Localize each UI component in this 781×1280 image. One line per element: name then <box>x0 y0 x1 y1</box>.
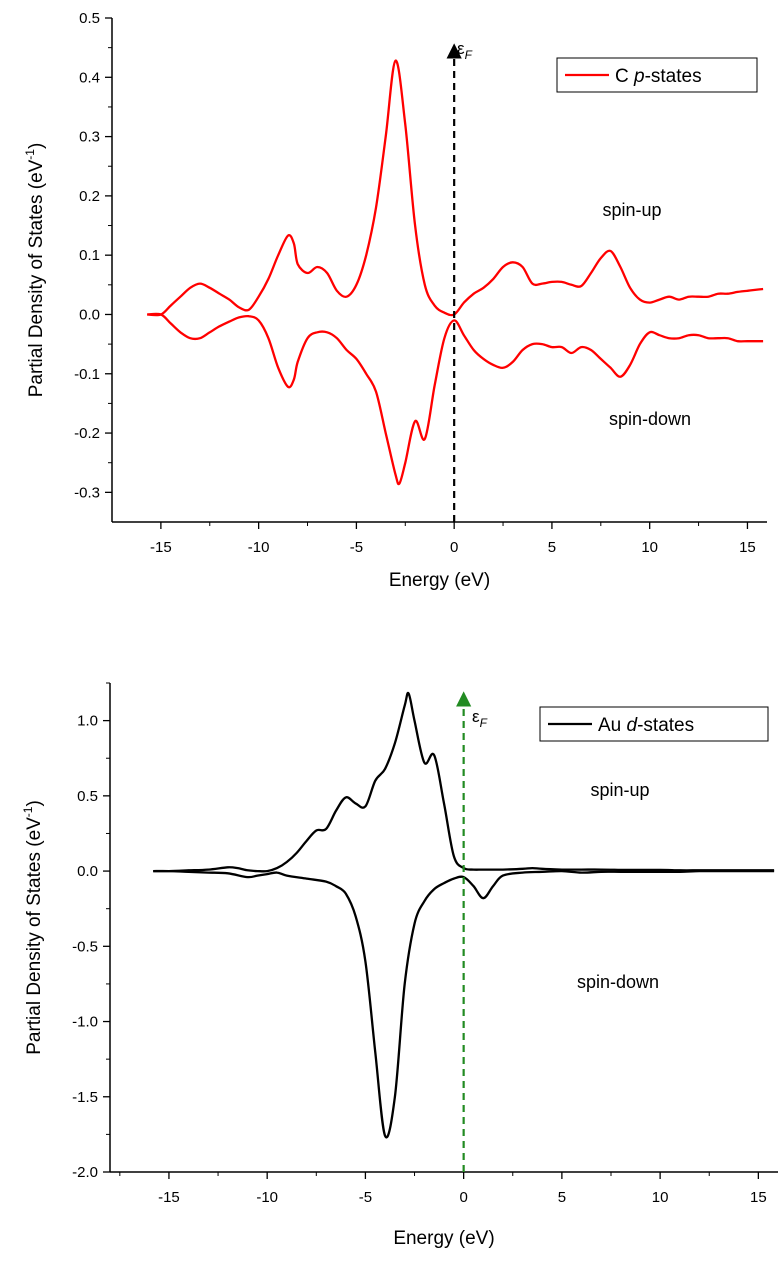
x-tick-label: 5 <box>558 1189 566 1206</box>
y-tick-label: 0.3 <box>79 129 100 146</box>
x-tick-label: -15 <box>150 539 172 556</box>
y-tick-label: -0.5 <box>72 938 98 955</box>
x-tick-label: -10 <box>256 1189 278 1206</box>
fermi-level-label: εF <box>472 707 488 730</box>
legend-prefix: Au <box>598 715 627 736</box>
y-tick-label: -1.5 <box>72 1089 98 1106</box>
x-tick-label: -5 <box>350 539 363 556</box>
x-tick-label: -10 <box>248 539 270 556</box>
x-tick-label: 10 <box>641 539 658 556</box>
spin-down-label: spin-down <box>609 409 691 429</box>
y-axis-label-sup: -1 <box>21 806 35 817</box>
legend-suffix: -states <box>645 66 702 87</box>
au-d-states-chart: -15 -10 -5 0 5 10 15 -2.0 -1.5 -1.0 -0.5 0.0 0.5 1.0 E… <box>21 682 778 1249</box>
y-tick-label: -0.3 <box>74 484 100 501</box>
legend: Au d-states <box>539 706 769 742</box>
y-tick-label: -0.1 <box>74 366 100 383</box>
x-tick-label: -15 <box>158 1189 180 1206</box>
fermi-subscript: F <box>480 716 488 730</box>
fermi-subscript: F <box>465 48 473 62</box>
fermi-level-label: εF <box>457 39 473 62</box>
y-axis-label-main: Partial Density of States (eV <box>24 817 45 1055</box>
spin-up-label: spin-up <box>602 200 661 220</box>
y-axis-label: Partial Density of States (eV-1) <box>23 143 47 398</box>
y-tick-label: -1.0 <box>72 1014 98 1031</box>
y-axis-label-close: ) <box>26 143 47 149</box>
x-axis-label: Energy (eV) <box>393 1228 494 1249</box>
legend-box <box>556 57 758 93</box>
fermi-symbol: ε <box>457 39 465 58</box>
y-tick-label: 0.5 <box>79 10 100 27</box>
y-axis-label-sup: -1 <box>23 149 37 160</box>
y-axis-label-close: ) <box>24 800 45 806</box>
y-tick-label: 0.5 <box>77 788 98 805</box>
legend-prefix: C <box>615 66 634 87</box>
y-tick-label: 0.0 <box>79 306 100 323</box>
y-tick-label: -0.2 <box>74 425 100 442</box>
legend-italic: p <box>633 66 645 87</box>
x-tick-label: 10 <box>652 1189 669 1206</box>
y-tick-label: 1.0 <box>77 713 98 730</box>
x-tick-label: 0 <box>459 1189 467 1206</box>
y-tick-label: -2.0 <box>72 1164 98 1181</box>
spin-up-curve <box>147 59 764 317</box>
y-tick-label: 0.0 <box>77 863 98 880</box>
legend: C p-states <box>556 57 758 93</box>
x-tick-label: 15 <box>739 539 756 556</box>
x-tick-label: 15 <box>750 1189 767 1206</box>
legend-label: C p-states <box>615 66 702 87</box>
x-tick-label: -5 <box>359 1189 372 1206</box>
spin-down-curve <box>153 869 775 1139</box>
legend-label: Au d-states <box>598 715 694 736</box>
spin-down-curve <box>147 312 764 486</box>
c-p-states-chart: -15 -10 -5 0 5 10 15 -0.3 -0.2 -0.1 0.0 0.1 0.2 0.3 0.… <box>23 10 767 591</box>
legend-suffix: -states <box>637 715 694 736</box>
y-tick-label: 0.1 <box>79 247 100 264</box>
x-tick-label: 5 <box>548 539 556 556</box>
spin-up-label: spin-up <box>590 780 649 800</box>
x-tick-label: 0 <box>450 539 458 556</box>
y-tick-label: 0.4 <box>79 69 100 86</box>
spin-down-label: spin-down <box>577 972 659 992</box>
y-tick-label: 0.2 <box>79 188 100 205</box>
y-axis-label: Partial Density of States (eV-1) <box>21 800 45 1055</box>
fermi-symbol: ε <box>472 707 480 726</box>
y-axis-label-main: Partial Density of States (eV <box>26 159 47 397</box>
spin-up-curve <box>153 691 775 873</box>
legend-italic: d <box>627 715 639 736</box>
x-axis-label: Energy (eV) <box>389 570 490 591</box>
